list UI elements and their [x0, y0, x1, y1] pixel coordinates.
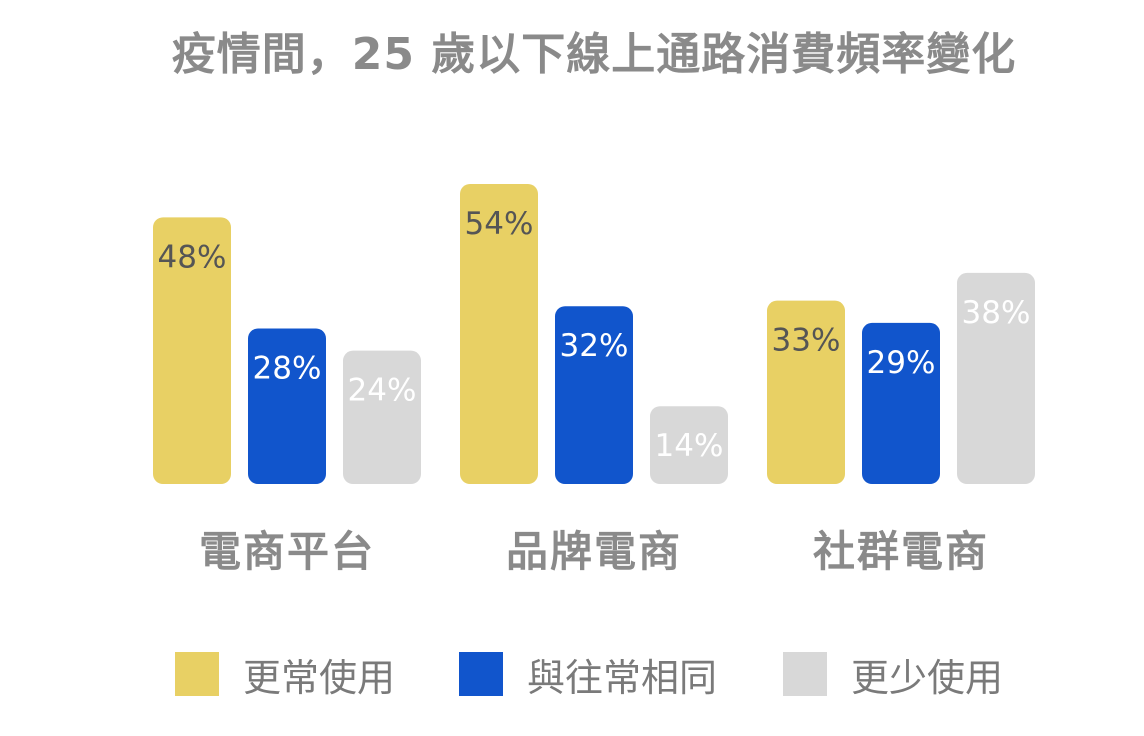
- category-label-social: 社群電商: [813, 527, 989, 576]
- legend-label-less: 更少使用: [851, 655, 1004, 700]
- bar-brand-more: [460, 184, 538, 484]
- category-label-brand: 品牌電商: [506, 527, 682, 576]
- bar-label-platform-same: 28%: [253, 350, 322, 386]
- bar-label-brand-less: 14%: [655, 428, 724, 464]
- bar-platform-more: [153, 217, 231, 485]
- legend-label-same: 與往常相同: [527, 655, 718, 700]
- legend-item-more: 更常使用: [175, 650, 395, 700]
- bar-social-more: [767, 300, 845, 484]
- bar-label-social-same: 29%: [867, 345, 936, 381]
- bar-social-less: [957, 272, 1035, 484]
- bar-label-social-more: 33%: [772, 323, 841, 359]
- legend-swatch-less: [783, 652, 827, 696]
- bar-platform-less: [343, 350, 421, 484]
- legend-item-less: 更少使用: [783, 650, 1003, 700]
- bar-brand-less: [650, 406, 728, 484]
- category-label-platform: 電商平台: [199, 527, 375, 576]
- legend-item-same: 與往常相同: [459, 650, 717, 700]
- bar-label-platform-more: 48%: [158, 239, 227, 275]
- bar-social-same: [862, 322, 940, 484]
- legend-label-more: 更常使用: [243, 655, 396, 700]
- bar-platform-same: [248, 328, 326, 484]
- bar-chart: 48% 28% 24% 電商平台 54% 32% 14% 品牌電商 33% 29% 38% 社群電商: [153, 184, 1035, 576]
- chart-legend: 更常使用 與往常相同 更少使用: [0, 650, 1144, 700]
- bar-label-social-less: 38%: [962, 295, 1031, 331]
- bar-brand-same: [555, 306, 633, 484]
- legend-swatch-same: [459, 652, 503, 696]
- bar-label-brand-same: 32%: [560, 328, 629, 364]
- bar-label-platform-less: 24%: [348, 373, 417, 409]
- legend-swatch-more: [175, 652, 219, 696]
- bar-label-brand-more: 54%: [465, 206, 534, 242]
- chart-title: 疫情間，25 歲以下線上通路消費頻率變化: [171, 29, 1017, 80]
